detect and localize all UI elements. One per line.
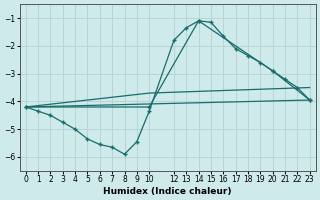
X-axis label: Humidex (Indice chaleur): Humidex (Indice chaleur) (103, 187, 232, 196)
